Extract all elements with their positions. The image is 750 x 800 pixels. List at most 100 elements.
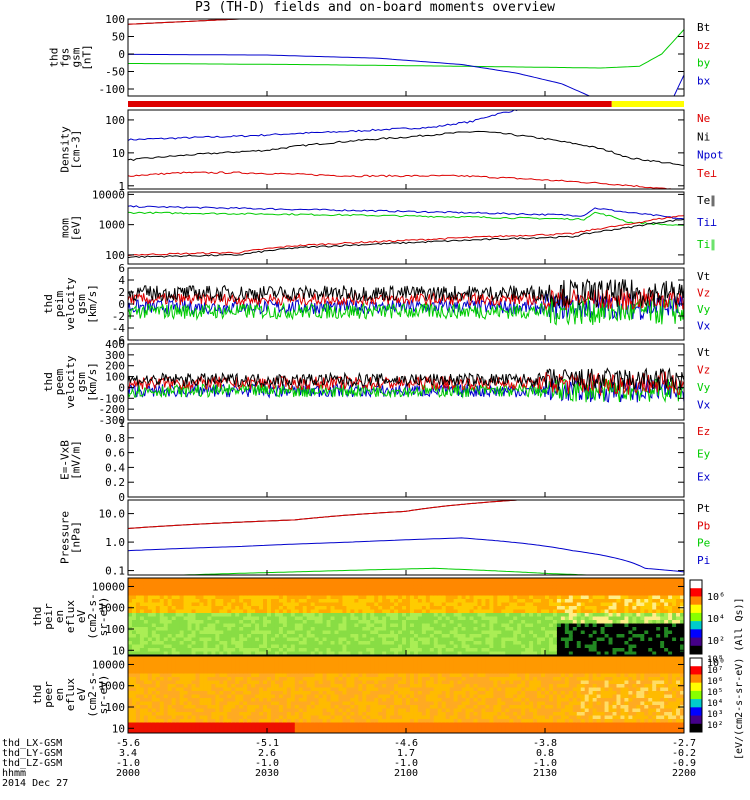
peir-cell: [580, 637, 586, 642]
peir-cell: [306, 623, 312, 628]
peer-cell: [167, 715, 173, 720]
peer-cell: [215, 659, 220, 664]
peim_velocity-legend-2: Vy: [697, 303, 711, 316]
peer-cell: [211, 729, 216, 734]
peir-cell: [306, 637, 312, 642]
peir-cell: [453, 620, 459, 624]
peer-cell: [342, 656, 347, 660]
peir-cell: [453, 644, 459, 649]
peer-cell: [131, 677, 137, 681]
peir-cell: [429, 581, 435, 586]
peir-cell: [290, 599, 296, 603]
peir-cell: [445, 609, 451, 614]
peer-cell: [314, 726, 320, 730]
peir-cell: [620, 606, 625, 610]
peir-cell: [322, 630, 328, 635]
peer-cell: [270, 722, 276, 727]
peer-cell: [378, 673, 383, 678]
peir-cell: [155, 641, 161, 645]
peer-cell: [187, 663, 193, 667]
peir-cell: [576, 588, 582, 593]
peir-cell: [421, 581, 427, 586]
peir-cell: [274, 644, 280, 649]
peem_velocity-ylabel-line: peem: [53, 368, 66, 395]
peir-cell: [290, 648, 296, 652]
peer-cell: [282, 677, 288, 681]
peir-cell: [267, 620, 272, 624]
peir-cell: [235, 620, 240, 624]
peir-cell: [612, 637, 617, 642]
peer-cell: [211, 656, 216, 660]
peir-cell: [473, 644, 478, 649]
peer-cell: [235, 712, 240, 716]
peir-cell: [592, 637, 598, 642]
density-legend-0: Ne: [697, 112, 710, 125]
peir-cell: [568, 599, 574, 603]
peir-cell: [131, 616, 137, 621]
peir-cell: [560, 637, 566, 642]
peir-cell: [314, 588, 320, 593]
peir-cell: [382, 648, 387, 652]
peir-cell: [600, 588, 606, 593]
peer-cell: [235, 726, 240, 730]
peer-cell: [159, 726, 165, 730]
peir-cell: [243, 595, 248, 600]
peir-cell: [453, 592, 459, 596]
peir-cell: [481, 588, 486, 593]
peir-cell: [151, 648, 157, 652]
peir-cell: [521, 606, 526, 610]
peir-cell: [263, 613, 268, 617]
pressure-ylabel: Pressure[nPa]: [59, 511, 83, 564]
peir-cell: [378, 623, 383, 628]
peir-cell: [139, 651, 145, 656]
peir-cell: [513, 637, 518, 642]
peir-cell: [386, 634, 391, 638]
peir-cell: [171, 595, 177, 600]
peir-cell: [342, 602, 347, 607]
peer-cell: [294, 691, 300, 695]
peir-cell: [668, 627, 673, 631]
peir-cell: [596, 616, 602, 621]
peir-cell: [640, 606, 645, 610]
peir-cell: [382, 578, 387, 582]
peer-cell: [425, 687, 431, 692]
peir-cell: [445, 644, 451, 649]
peer-cell: [270, 666, 276, 671]
peer-cell: [402, 698, 407, 702]
peir-cell: [425, 581, 431, 586]
peir-cell: [231, 641, 236, 645]
peir-cell: [628, 651, 633, 656]
peer-cell: [274, 691, 280, 695]
peer-cell: [195, 719, 200, 723]
peir-cell: [656, 648, 661, 652]
peir-cell: [215, 602, 220, 607]
peer-cell: [370, 708, 375, 713]
peir-cell: [664, 599, 669, 603]
peir-cell: [259, 606, 264, 610]
peer-cell: [167, 687, 173, 692]
peir-cell: [513, 588, 518, 593]
peir-cell: [604, 581, 610, 586]
peir-cell: [580, 585, 586, 589]
peir-cell: [255, 595, 260, 600]
peer-cell: [278, 722, 284, 727]
peir-cell: [640, 595, 645, 600]
density-series-Ni: [128, 130, 684, 167]
peer-cell: [267, 722, 272, 727]
peir-cell: [294, 634, 300, 638]
peer-cell: [330, 698, 336, 702]
peir-cell: [413, 630, 419, 635]
peir-cell: [640, 634, 645, 638]
peir-cell: [187, 609, 193, 614]
peir-cell: [362, 588, 367, 593]
peir-cell: [374, 599, 379, 603]
peir-cell: [163, 641, 169, 645]
peir-cell: [564, 634, 570, 638]
peir-cell: [644, 630, 649, 635]
peer-cell: [362, 677, 367, 681]
peer-cell: [318, 659, 324, 664]
peir-cell: [211, 641, 216, 645]
peer-cell: [298, 715, 304, 720]
peir-cell: [425, 578, 431, 582]
peir-cell: [402, 648, 407, 652]
